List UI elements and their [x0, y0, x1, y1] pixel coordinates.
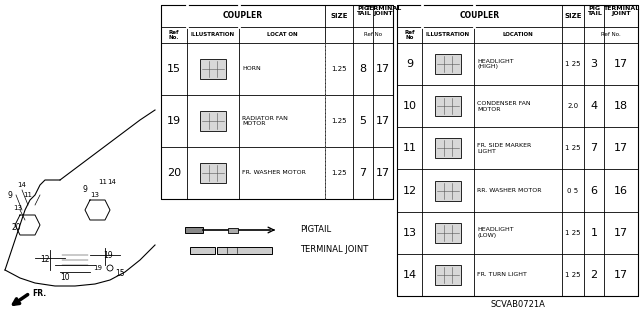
Text: SCVAB0721A: SCVAB0721A: [490, 300, 545, 309]
Text: 6: 6: [591, 186, 598, 196]
Text: 19: 19: [103, 250, 113, 259]
Text: HEADLIGHT
(HIGH): HEADLIGHT (HIGH): [477, 59, 514, 70]
Text: PIG
TAIL: PIG TAIL: [356, 6, 371, 16]
Text: 12: 12: [40, 256, 50, 264]
Text: 5: 5: [360, 116, 367, 126]
Bar: [435, 96, 461, 116]
Text: ILLUSTRATION: ILLUSTRATION: [191, 33, 235, 38]
Text: ILLUSTRATION: ILLUSTRATION: [426, 33, 470, 38]
Text: 17: 17: [614, 228, 628, 238]
Text: 17: 17: [376, 116, 390, 126]
Text: 17: 17: [376, 64, 390, 74]
Bar: [435, 223, 461, 243]
Text: Ref No.: Ref No.: [601, 33, 621, 38]
Text: 7: 7: [360, 168, 367, 178]
Text: LOCATION: LOCATION: [502, 33, 533, 38]
Bar: [397, 5, 638, 296]
Text: TERMINAL
JOINT: TERMINAL JOINT: [365, 6, 401, 16]
Text: 17: 17: [614, 270, 628, 280]
Text: 15: 15: [167, 64, 181, 74]
Text: 17: 17: [376, 168, 390, 178]
Text: 1.25: 1.25: [332, 66, 347, 72]
Bar: [217, 247, 272, 254]
Bar: [200, 59, 226, 79]
Bar: [161, 5, 393, 199]
Text: 9: 9: [406, 59, 413, 69]
Text: 7: 7: [591, 144, 598, 153]
Text: HEADLIGHT
(LOW): HEADLIGHT (LOW): [477, 227, 514, 238]
Bar: [435, 181, 461, 201]
Text: TERMINAL
JOINT: TERMINAL JOINT: [603, 6, 639, 16]
Bar: [435, 138, 461, 159]
Text: 11: 11: [99, 179, 108, 185]
Text: PIG
TAIL: PIG TAIL: [587, 6, 602, 16]
Text: 1 25: 1 25: [565, 230, 580, 236]
Text: 13: 13: [90, 192, 99, 198]
Text: 10: 10: [403, 101, 417, 111]
Text: 17: 17: [614, 59, 628, 69]
Text: COUPLER: COUPLER: [460, 11, 500, 20]
Bar: [190, 247, 215, 254]
Text: 18: 18: [614, 101, 628, 111]
Bar: [228, 227, 238, 233]
Text: 2.0: 2.0: [568, 103, 579, 109]
Text: TERMINAL JOINT: TERMINAL JOINT: [300, 246, 368, 255]
Text: 1 25: 1 25: [565, 61, 580, 67]
Text: 8: 8: [360, 64, 367, 74]
Text: 13: 13: [403, 228, 417, 238]
Text: 1 25: 1 25: [565, 145, 580, 152]
Text: 12: 12: [403, 186, 417, 196]
Text: FR.: FR.: [32, 290, 46, 299]
Text: 14: 14: [108, 179, 116, 185]
Text: SIZE: SIZE: [564, 13, 582, 19]
Text: 14: 14: [17, 182, 26, 188]
Text: 16: 16: [614, 186, 628, 196]
Bar: [435, 265, 461, 285]
Text: FR. WASHER MOTOR: FR. WASHER MOTOR: [242, 170, 306, 175]
Text: 1.25: 1.25: [332, 118, 347, 124]
Text: 15: 15: [115, 269, 125, 278]
Text: 4: 4: [591, 101, 598, 111]
Text: HORN: HORN: [242, 66, 260, 71]
Text: Ref No: Ref No: [364, 33, 382, 38]
Text: 1: 1: [591, 228, 598, 238]
Text: 14: 14: [403, 270, 417, 280]
Text: 1 25: 1 25: [565, 272, 580, 278]
Text: LOCAT ON: LOCAT ON: [267, 33, 298, 38]
Text: Ref
No.: Ref No.: [169, 30, 179, 41]
Text: 9: 9: [8, 190, 12, 199]
Text: CONDENSER FAN
MOTOR: CONDENSER FAN MOTOR: [477, 101, 531, 112]
Text: 19: 19: [167, 116, 181, 126]
Circle shape: [107, 265, 113, 271]
Bar: [435, 54, 461, 74]
Text: 9: 9: [83, 186, 88, 195]
Text: 2: 2: [591, 270, 598, 280]
Text: COUPLER: COUPLER: [223, 11, 263, 20]
Text: RADIATOR FAN
MOTOR: RADIATOR FAN MOTOR: [242, 115, 288, 126]
Text: FR. SIDE MARKER
LIGHT: FR. SIDE MARKER LIGHT: [477, 143, 531, 154]
Text: 3: 3: [591, 59, 598, 69]
Text: 11: 11: [24, 192, 33, 198]
Text: 19: 19: [93, 265, 102, 271]
Text: SIZE: SIZE: [330, 13, 348, 19]
Text: FR. TURN LIGHT: FR. TURN LIGHT: [477, 272, 527, 278]
Bar: [200, 111, 226, 131]
Bar: [200, 163, 226, 183]
Text: 11: 11: [403, 144, 417, 153]
Text: RR. WASHER MOTOR: RR. WASHER MOTOR: [477, 188, 541, 193]
Text: 20: 20: [167, 168, 181, 178]
Text: 17: 17: [614, 144, 628, 153]
Text: Ref
No: Ref No: [404, 30, 415, 41]
Bar: [185, 227, 203, 233]
Text: 20: 20: [11, 224, 21, 233]
Text: 1.25: 1.25: [332, 170, 347, 176]
Text: 13: 13: [13, 205, 22, 211]
Text: 10: 10: [60, 272, 70, 281]
Text: PIGTAIL: PIGTAIL: [300, 226, 331, 234]
Text: 0 5: 0 5: [568, 188, 579, 194]
